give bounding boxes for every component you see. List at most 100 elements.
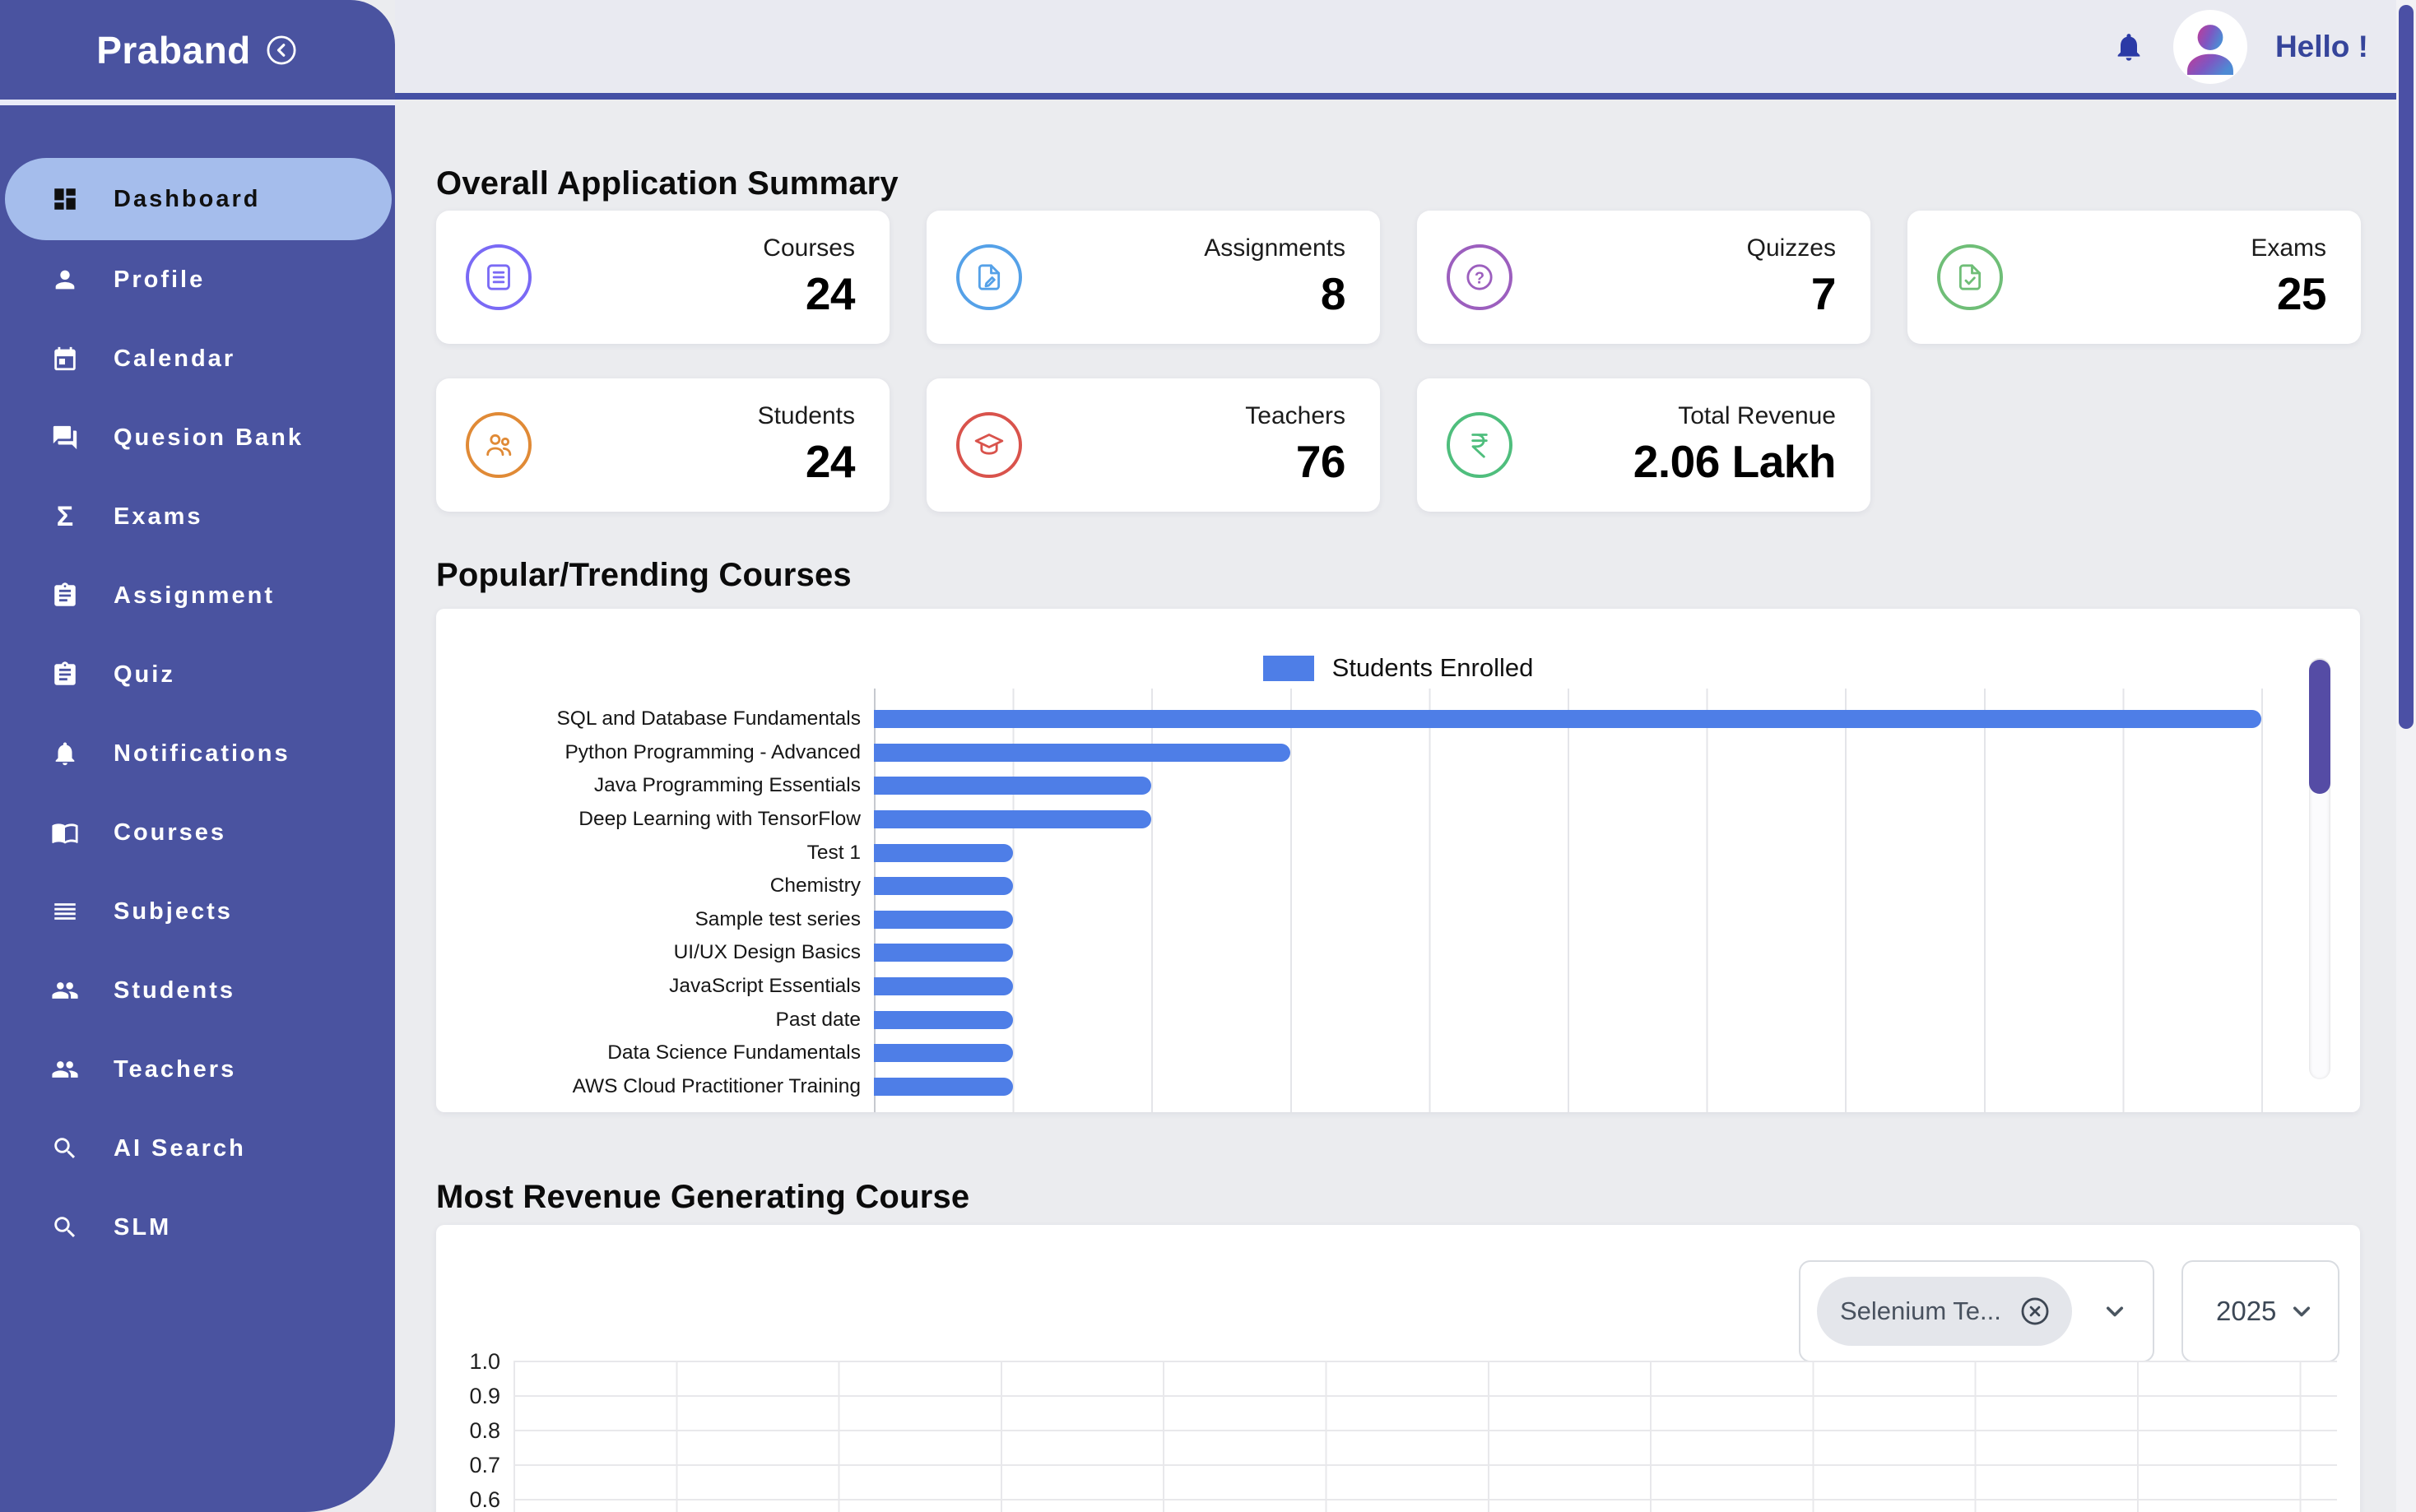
chart-category-label: Data Science Fundamentals [607,1041,861,1064]
stat-label: Assignments [1204,234,1345,262]
people-icon [51,1055,79,1083]
person-icon [51,266,79,294]
trending-section-title: Popular/Trending Courses [436,557,852,594]
chart-row: Python Programming - Advanced [436,736,2360,770]
page-scrollbar-thumb[interactable] [2399,5,2414,729]
trending-chart-card: Students Enrolled SQL and Database Funda… [436,609,2360,1112]
search-icon [51,1213,79,1241]
chart-row: UI/UX Design Basics [436,936,2360,970]
graduation-cap-icon [956,412,1022,478]
chart-bar [874,1077,1013,1096]
year-filter-dropdown[interactable]: 2025 [2181,1260,2339,1362]
chart-category-label: AWS Cloud Practitioner Training [572,1074,861,1097]
search-icon [51,1134,79,1162]
stat-value: 24 [805,436,856,487]
chart-row: SQL and Database Fundamentals [436,703,2360,736]
stat-card-total-revenue: Total Revenue 2.06 Lakh [1417,378,1870,512]
file-edit-icon [956,244,1022,310]
sidebar-item-notifications[interactable]: Notifications [0,714,395,793]
sidebar-item-label: Quiz [114,661,175,688]
chart-bar [874,1044,1013,1063]
user-avatar[interactable] [2172,9,2247,84]
sidebar-item-slm[interactable]: SLM [0,1188,395,1267]
sidebar-item-label: Courses [114,819,227,846]
sidebar-item-label: Exams [114,503,203,530]
sidebar-item-label: Subjects [114,897,233,925]
year-value: 2025 [2216,1296,2277,1326]
sidebar-collapse-button[interactable] [264,33,299,67]
sidebar-header: Praband [0,0,395,100]
chart-row: Chemistry [436,870,2360,903]
chart-row: AWS Cloud Practitioner Training [436,1070,2360,1104]
file-check-icon [1937,244,2003,310]
course-filter-dropdown[interactable]: Selenium Te... [1799,1260,2154,1362]
chart-row: Sample test series [436,903,2360,937]
stat-card-quizzes: ? Quizzes 7 [1417,211,1870,344]
sidebar-item-profile[interactable]: Profile [0,240,395,319]
chart-category-label: Chemistry [769,874,861,897]
sidebar-item-label: Calendar [114,345,236,372]
chart-row: Deep Learning with TensorFlow [436,803,2360,837]
sidebar-nav: Dashboard Profile Calendar Quesion Bank … [0,105,395,1267]
sidebar-item-subjects[interactable]: Subjects [0,872,395,951]
page-scrollbar-track[interactable] [2396,0,2416,1512]
gridline [513,1499,2337,1500]
stat-label: Exams [2251,234,2326,262]
sidebar-item-courses[interactable]: Courses [0,793,395,872]
sidebar-item-question-bank[interactable]: Quesion Bank [0,398,395,477]
clipboard-icon [51,661,79,689]
sidebar-item-teachers[interactable]: Teachers [0,1030,395,1109]
chart-bar [874,810,1152,829]
svg-text:?: ? [1475,269,1484,287]
course-filter-chip[interactable]: Selenium Te... [1817,1277,2072,1346]
circle-x-icon[interactable] [2018,1294,2052,1329]
stat-value: 7 [1810,268,1837,319]
stat-label: Students [757,402,855,429]
chart-bar [874,710,2261,729]
stat-label: Quizzes [1746,234,1836,262]
gridline [513,1361,2337,1362]
sidebar-item-ai-search[interactable]: AI Search [0,1109,395,1188]
rupee-icon [1447,412,1512,478]
chart-category-label: Past date [775,1008,861,1031]
chart-bar [874,1010,1013,1029]
chart-legend: Students Enrolled [436,653,2360,683]
chevron-left-circle-icon [267,35,296,64]
stat-card-courses: Courses 24 [436,211,890,344]
stat-label: Total Revenue [1678,402,1836,429]
legend-swatch [1262,655,1314,681]
calendar-icon [51,345,79,373]
summary-section-title: Overall Application Summary [436,165,899,202]
chart-scrollbar-track[interactable] [2309,658,2330,1079]
students-icon [466,412,532,478]
chart-bar [874,877,1013,896]
sidebar-item-quiz[interactable]: Quiz [0,635,395,714]
chart-bar [874,843,1013,862]
open-book-icon [51,819,79,846]
chart-row: JavaScript Essentials [436,970,2360,1004]
sidebar-item-label: Assignment [114,582,275,609]
chart-category-label: Sample test series [695,907,861,930]
chart-category-label: Python Programming - Advanced [565,740,861,763]
sidebar-item-students[interactable]: Students [0,951,395,1030]
sidebar-item-calendar[interactable]: Calendar [0,319,395,398]
chevron-down-icon [2100,1296,2130,1326]
chart-bar [874,944,1013,962]
chart-scrollbar-thumb[interactable] [2309,660,2330,794]
chart-category-label: JavaScript Essentials [669,975,861,998]
bell-icon [2112,28,2145,66]
forum-icon [51,424,79,452]
chart-row: Data Science Fundamentals [436,1037,2360,1070]
stat-value: 25 [2276,268,2327,319]
bell-icon [51,740,79,768]
stat-label: Courses [763,234,855,262]
sidebar-item-assignment[interactable]: Assignment [0,556,395,635]
notifications-bell-button[interactable] [2112,28,2145,66]
sidebar-item-dashboard[interactable]: Dashboard [5,158,392,240]
people-icon [51,976,79,1004]
lines-icon [51,897,79,925]
summary-cards-row-2: Students 24 Teachers 76 Total Revenue 2.… [436,378,1870,512]
revenue-chart-card: Selenium Te... 2025 1.0 0.9 0.8 0.7 0.6 [436,1225,2360,1512]
sidebar-item-exams[interactable]: Σ Exams [0,477,395,556]
